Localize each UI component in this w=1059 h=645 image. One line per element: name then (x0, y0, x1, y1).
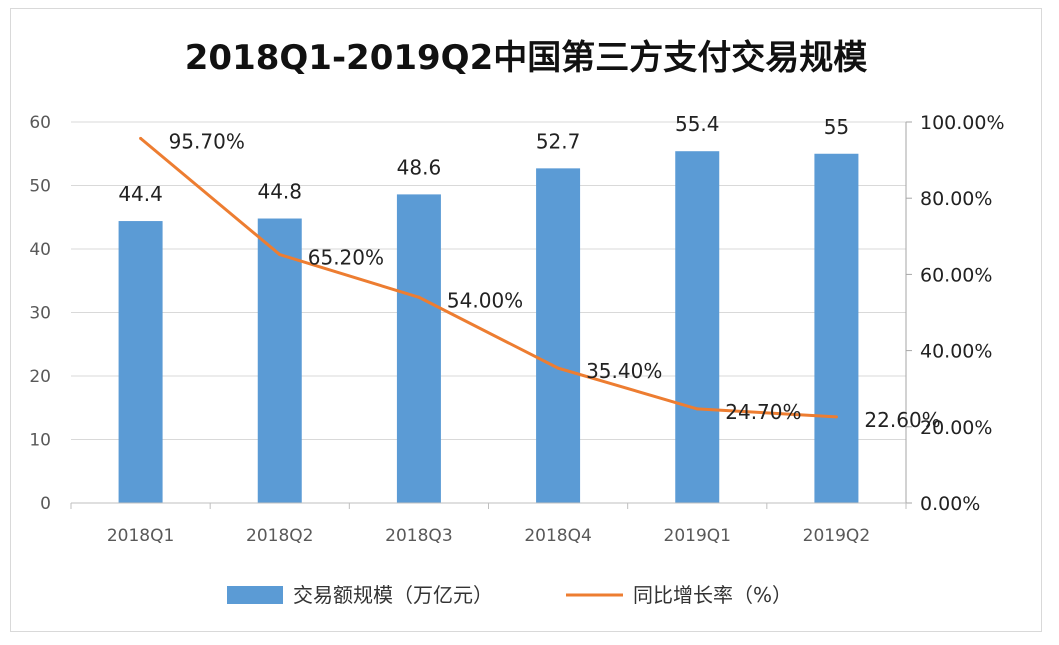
y-right-tick-label: 20.00% (920, 417, 992, 439)
x-tick-label: 2018Q3 (385, 526, 452, 546)
line-point (278, 253, 282, 257)
bar-data-label: 48.6 (397, 155, 442, 179)
bar (675, 151, 720, 503)
y-left-tick-label: 40 (29, 240, 51, 260)
y-right-tick-label: 60.00% (920, 264, 992, 286)
bar-data-label: 55 (824, 115, 849, 139)
y-right-tick-label: 0.00% (920, 493, 980, 515)
bar (536, 168, 581, 504)
bar (118, 221, 163, 503)
bar-series (118, 151, 859, 504)
bar (257, 218, 302, 503)
y-left-tick-label: 50 (29, 177, 51, 197)
line-point (556, 366, 560, 370)
line-series (139, 136, 838, 419)
gridlines (71, 121, 906, 440)
legend-bar-label: 交易额规模（万亿元） (293, 583, 493, 607)
line-data-label: 54.00% (447, 288, 523, 312)
bar (396, 194, 441, 503)
bar-data-label: 44.8 (257, 180, 302, 204)
x-tick-label: 2018Q2 (246, 526, 313, 546)
line-point (834, 415, 838, 419)
y-left-tick-label: 60 (29, 113, 51, 133)
x-tick-label: 2018Q1 (107, 526, 174, 546)
legend-line-label: 同比增长率（%） (633, 583, 792, 607)
line-point (139, 136, 143, 140)
chart-canvas: 2018Q1-2019Q2中国第三方支付交易规模 0 10 20 30 40 50 60 0.… (29, 38, 1004, 607)
line-data-label: 24.70% (725, 400, 801, 424)
y-left-tick-label: 0 (40, 494, 51, 514)
y-left-tick-label: 10 (29, 431, 51, 451)
y-right-tick-label: 80.00% (920, 188, 992, 210)
line-point (417, 295, 421, 299)
line-data-label: 35.40% (586, 359, 662, 383)
legend-bar-swatch (227, 586, 283, 604)
bar-data-label: 55.4 (675, 112, 720, 136)
line-data-label: 65.20% (308, 246, 384, 270)
y-left-tick-label: 30 (29, 304, 51, 324)
legend: 交易额规模（万亿元） 同比增长率（%） (227, 583, 792, 607)
x-tick-label: 2018Q4 (524, 526, 591, 546)
line-point (695, 407, 699, 411)
growth-line (139, 137, 837, 419)
y-right-tick-label: 40.00% (920, 341, 992, 363)
line-data-label: 22.60% (864, 408, 940, 432)
x-tick-label: 2019Q1 (664, 526, 731, 546)
y-left-tick-label: 20 (29, 367, 51, 387)
bar-data-label: 44.4 (118, 182, 163, 206)
line-data-label: 95.70% (169, 129, 245, 153)
data-labels: 44.4 44.8 48.6 52.7 55.4 55 95.70% 65.20% 54.00%… (118, 112, 940, 432)
chart-frame: 2018Q1-2019Q2中国第三方支付交易规模 0 10 20 30 40 50 60 0.… (10, 8, 1042, 632)
y-right-tick-label: 100.00% (920, 112, 1005, 134)
bar (814, 153, 859, 503)
axes: 0 10 20 30 40 50 60 0.00% 20.00% 40.00% 60.00% 80.0… (29, 112, 1004, 546)
chart-title: 2018Q1-2019Q2中国第三方支付交易规模 (185, 38, 868, 78)
x-tick-label: 2019Q2 (803, 526, 870, 546)
bar-data-label: 52.7 (536, 129, 581, 153)
